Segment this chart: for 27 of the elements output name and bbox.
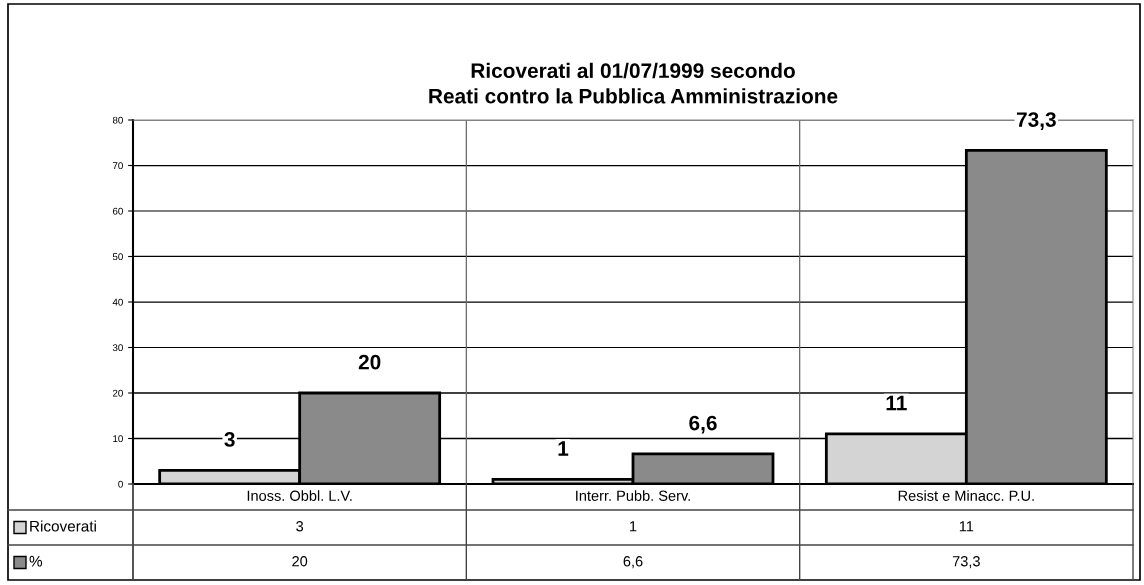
data-label: 20 <box>292 556 308 567</box>
y-tick-label: 10 <box>113 435 123 443</box>
data-label: 73,3 <box>952 556 980 569</box>
text: 20 <box>358 354 381 370</box>
legend-label: % <box>29 555 43 567</box>
y-tick-label: 0 <box>118 480 123 488</box>
y-tick-label: 40 <box>112 298 123 306</box>
y-tick-label: 30 <box>112 344 123 352</box>
data-label: 3 <box>296 521 304 532</box>
y-tick-label: 70 <box>112 162 123 170</box>
x-tick-label: Resist e Minacc. P.U. <box>898 490 1034 501</box>
y-tick-label: 60 <box>112 207 123 215</box>
chart-title: Ricoverati al 01/07/1999 secondo Reati contro la Pubblica Amministrazione <box>429 62 838 104</box>
x-tick-label: Inoss. Obbl. L.V. <box>247 490 352 501</box>
data-label: 6,6 <box>623 556 643 569</box>
data-label: 1 <box>630 521 637 532</box>
legend-label: Ricoverati <box>30 520 96 532</box>
text: 1 <box>558 441 569 456</box>
text: 73,3 <box>1016 112 1056 130</box>
data-label: 11 <box>959 521 974 532</box>
y-tick-label: 20 <box>112 389 123 397</box>
x-tick-label: Interr. Pubb. Serv. <box>576 490 690 501</box>
text: 3 <box>224 432 235 447</box>
y-tick-label: 50 <box>112 253 123 261</box>
y-tick-label: 80 <box>112 116 123 124</box>
text: 11 <box>886 395 907 411</box>
text: 6,6 <box>689 415 717 434</box>
